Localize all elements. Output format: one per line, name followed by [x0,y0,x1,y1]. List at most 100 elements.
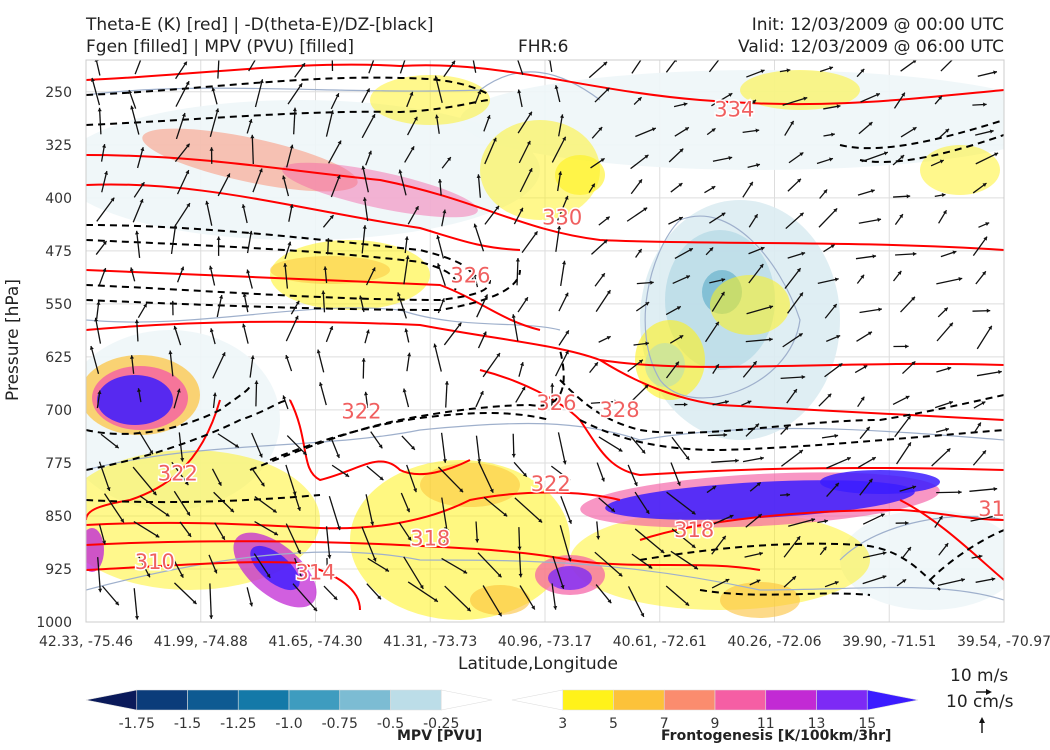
theta-e-contour [86,540,761,571]
wind-arrow-shaft [97,557,102,593]
wind-arrow-head [440,298,445,303]
wind-arrow-shaft [403,556,424,590]
wind-arrow-head [865,426,870,431]
wind-arrow-shaft [133,520,160,538]
wind-ref-horizontal-arrowhead [986,689,992,695]
wind-arrow-shaft [175,61,188,80]
wind-arrow-head [633,482,638,486]
wind-arrow-head [249,602,254,607]
wind-arrow-shaft [742,360,758,378]
wind-arrow-head [863,365,868,370]
wind-arrow-head [258,453,263,458]
wind-arrow-head [719,54,723,58]
wind-arrow-head [289,144,294,149]
wind-arrow-head [155,533,160,538]
wind-arrow-shaft [209,108,219,137]
wind-arrow-shaft [551,136,567,163]
wind-arrow-shaft [328,496,341,531]
wind-arrow-shaft [286,144,294,168]
wind-arrow-shaft [894,415,912,438]
stability-contour [839,119,1004,150]
stability-contour [859,134,1004,163]
wind-arrow-shaft [132,198,144,223]
wind-arrow-head [531,605,535,610]
wind-arrow-head [282,395,287,400]
wind-arrow-head [798,333,803,338]
wind-arrow-head [568,519,572,524]
wind-arrow-shaft [519,585,536,610]
mpv-colorbar-segment [339,689,391,711]
wind-arrow-shaft [818,207,838,228]
wind-arrow-shaft [671,436,690,461]
wind-arrow-shaft [859,308,882,314]
wind-arrow-shaft [630,436,646,454]
wind-arrow-shaft [403,255,409,285]
wind-arrow-head [181,112,186,117]
fgen-region [720,582,800,618]
wind-arrow-head [316,349,321,354]
y-tick-label: 250 [45,85,72,101]
wind-arrow-head [945,427,950,432]
wind-arrow-head [912,251,917,257]
wind-arrow-head [683,102,688,107]
wind-arrow-head [524,297,528,302]
x-tick-label: 42.33, -75.46 [39,634,133,650]
wind-arrow-head [289,204,294,209]
wind-arrow-head [473,223,478,228]
wind-arrow-head [759,551,763,556]
mpv-light-region [460,70,1004,170]
wind-arrow-shaft [255,380,258,407]
wind-arrow-head [691,510,696,515]
plot-frame [85,59,1005,623]
wind-arrow-head [559,114,564,119]
wind-arrow-head [756,482,761,487]
wind-arrow-head [533,231,538,236]
wind-arrow-head [185,143,190,148]
fgen-region [86,528,104,572]
chart-title-line2: Fgen [filled] | MPV (PVU) [filled] [86,37,355,57]
wind-arrow-head [511,453,516,458]
wind-arrow-head [554,85,559,90]
wind-arrow-head [179,573,184,578]
wind-arrow-head [115,601,119,606]
wind-arrow-head [675,361,679,366]
wind-arrow-shaft [555,225,561,252]
wind-arrow-head [691,544,696,548]
wind-arrow-shaft [556,195,569,223]
wind-arrow-shaft [282,175,290,197]
wind-arrow-shaft [101,585,120,606]
wind-arrow-head [260,482,265,487]
y-tick-label: 700 [45,403,72,419]
wind-arrow-head [905,520,909,526]
wind-arrow-head [882,575,887,580]
wind-arrow-head [213,569,218,574]
wind-arrow-head [242,293,247,298]
wind-arrow-head [799,292,803,297]
wind-arrow-head [143,303,147,308]
wind-arrow-head [120,518,124,523]
wind-arrow-head [946,448,951,453]
wind-arrow-head [986,308,991,313]
wind-arrow-head [134,319,139,324]
wind-arrow-head [366,88,370,93]
wind-arrow-head [492,137,497,142]
wind-arrow-head [676,481,681,486]
theta-e-contour [479,369,1004,477]
stability-contour [86,76,491,96]
wind-arrow-head [208,265,213,270]
wind-arrow-head [129,355,135,359]
wind-arrow-head [217,49,221,53]
stability-contour [699,589,871,596]
wind-arrow-head [102,268,107,272]
fgen-region [548,566,592,590]
wind-arrow-shaft [133,588,138,620]
wind-arrow-head [760,69,765,74]
wind-arrow-head [192,600,197,605]
y-tick-label: 850 [45,509,72,525]
wind-arrow-head [860,396,865,401]
wind-arrow-head [361,165,366,170]
wind-arrow-head [907,547,911,552]
wind-arrow-head [678,216,683,221]
wind-arrow-head [949,400,953,405]
